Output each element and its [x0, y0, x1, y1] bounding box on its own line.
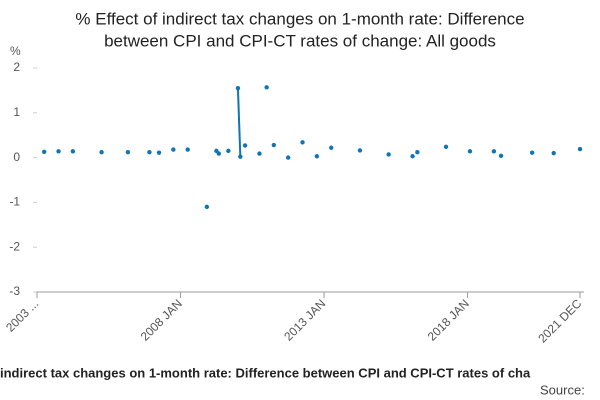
- point: [386, 152, 391, 157]
- chart-title: % Effect of indirect tax changes on 1-mo…: [75, 9, 524, 28]
- point: [314, 154, 320, 159]
- y-axis-label: %: [10, 44, 21, 58]
- point: [156, 150, 162, 155]
- point: [271, 142, 277, 148]
- point: [216, 151, 221, 156]
- y-tick-label: -2: [9, 239, 20, 253]
- x-tick-label: 2021 DEC: [535, 296, 584, 345]
- y-tick-label: 2: [13, 60, 20, 74]
- chart-title: between CPI and CPI-CT rates of change: …: [104, 31, 496, 50]
- point: [41, 149, 47, 154]
- y-tick-label: -3: [9, 284, 20, 298]
- point: [99, 150, 104, 155]
- point: [238, 154, 243, 159]
- point: [257, 151, 262, 156]
- point: [529, 150, 535, 155]
- footer: indirect tax changes on 1-month rate: Di…: [0, 365, 531, 380]
- point: [410, 154, 415, 159]
- point: [147, 150, 152, 155]
- point: [70, 149, 76, 154]
- y-tick-label: -1: [9, 195, 20, 209]
- x-tick-label: 2003 ...: [3, 296, 41, 334]
- point: [443, 144, 449, 150]
- x-tick-label: 2008 JAN: [138, 296, 185, 343]
- x-tick-label: 2018 JAN: [425, 296, 472, 343]
- point: [329, 145, 334, 150]
- point: [171, 147, 176, 152]
- point: [577, 146, 583, 152]
- line-segment: [236, 88, 242, 157]
- point: [415, 150, 420, 155]
- point: [242, 143, 248, 148]
- point: [491, 149, 497, 154]
- point: [264, 85, 269, 90]
- point: [285, 155, 291, 160]
- point: [300, 140, 305, 145]
- x-tick-label: 2013 JAN: [281, 296, 328, 343]
- source: Source:: [540, 382, 585, 397]
- point: [185, 147, 190, 152]
- point: [56, 149, 61, 154]
- y-tick-label: 0: [13, 150, 20, 164]
- point: [467, 149, 473, 154]
- point: [357, 148, 363, 153]
- point: [235, 85, 241, 91]
- point: [125, 150, 131, 155]
- point: [551, 150, 556, 156]
- point: [204, 204, 210, 210]
- point: [498, 153, 504, 159]
- y-tick-label: 1: [13, 105, 20, 119]
- point: [226, 148, 231, 154]
